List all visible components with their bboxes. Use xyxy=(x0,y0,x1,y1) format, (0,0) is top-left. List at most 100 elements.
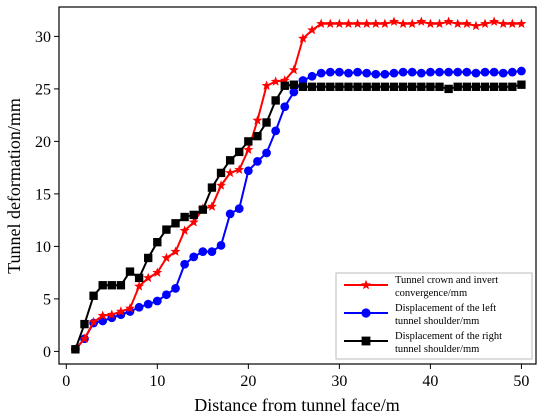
legend-marker xyxy=(361,308,371,318)
x-axis-label: Distance from tunnel face/m xyxy=(194,395,399,415)
data-point xyxy=(225,167,236,178)
data-point xyxy=(498,68,508,78)
data-point xyxy=(289,80,299,89)
data-point xyxy=(326,82,335,91)
data-point xyxy=(425,18,436,29)
data-point xyxy=(170,246,181,256)
x-tick-label: 40 xyxy=(422,373,438,390)
data-point xyxy=(161,252,172,263)
data-point xyxy=(462,82,471,91)
data-point xyxy=(235,147,244,157)
data-point xyxy=(398,67,408,77)
data-point xyxy=(435,82,444,91)
data-point xyxy=(353,67,362,77)
x-tick-label: 50 xyxy=(513,373,529,390)
data-point xyxy=(207,183,217,192)
data-point xyxy=(389,82,399,91)
data-point xyxy=(198,205,208,214)
data-point xyxy=(380,82,390,91)
data-point xyxy=(507,18,518,29)
data-point xyxy=(234,164,245,174)
x-tick-label: 10 xyxy=(149,373,165,390)
data-point xyxy=(125,267,135,276)
data-point xyxy=(115,306,126,316)
data-point xyxy=(252,115,263,125)
data-point xyxy=(153,238,162,247)
y-tick-label: 30 xyxy=(35,29,51,46)
y-tick-label: 0 xyxy=(43,344,51,361)
data-point xyxy=(516,18,527,29)
data-point xyxy=(179,225,190,235)
data-point xyxy=(253,156,262,166)
data-point xyxy=(471,68,481,78)
data-point xyxy=(499,82,508,91)
data-point xyxy=(79,333,90,344)
data-point xyxy=(489,67,499,77)
data-point xyxy=(407,18,418,29)
data-point xyxy=(480,18,490,29)
data-point xyxy=(198,247,208,257)
data-point xyxy=(107,281,116,290)
data-point xyxy=(253,131,262,141)
data-point xyxy=(407,67,417,77)
data-point xyxy=(171,219,180,228)
data-point xyxy=(444,84,453,94)
data-point xyxy=(444,67,453,77)
data-point xyxy=(344,68,353,78)
data-point xyxy=(335,82,344,91)
legend-label: convergence/mm xyxy=(395,288,467,299)
data-point xyxy=(207,247,217,257)
data-point xyxy=(344,82,353,91)
data-point xyxy=(280,102,290,112)
data-point xyxy=(106,309,117,319)
data-point xyxy=(244,137,253,146)
data-point xyxy=(98,281,107,290)
data-point xyxy=(89,291,98,300)
data-point xyxy=(371,69,381,79)
data-point xyxy=(470,20,481,31)
data-point xyxy=(398,82,408,91)
data-point xyxy=(389,16,399,26)
data-point xyxy=(362,68,372,78)
y-tick-label: 5 xyxy=(43,291,51,308)
data-point xyxy=(517,66,526,76)
data-point xyxy=(97,310,108,320)
data-point xyxy=(380,69,390,79)
data-point xyxy=(271,126,281,136)
data-point xyxy=(507,67,517,77)
data-point xyxy=(80,319,89,329)
y-axis: 0 5 10 15 20 25 30 xyxy=(35,29,59,361)
data-point xyxy=(426,82,435,91)
data-point xyxy=(116,281,126,290)
data-point xyxy=(434,18,445,29)
data-point xyxy=(480,67,490,77)
data-point xyxy=(152,296,162,306)
series-layer xyxy=(70,16,527,354)
data-point xyxy=(262,118,271,127)
data-point xyxy=(352,18,363,29)
data-point xyxy=(216,168,226,178)
y-axis-label: Tunnel deformation/mm xyxy=(4,98,24,274)
data-point xyxy=(162,225,171,234)
data-point xyxy=(162,290,171,300)
data-point xyxy=(480,82,490,91)
data-point xyxy=(243,166,253,176)
data-point xyxy=(271,96,280,105)
data-point xyxy=(189,210,198,220)
data-point xyxy=(298,33,308,43)
data-point xyxy=(307,82,317,91)
data-point xyxy=(489,16,500,26)
data-point xyxy=(353,82,362,91)
data-point xyxy=(489,82,499,91)
data-point xyxy=(307,24,318,35)
data-point xyxy=(453,67,463,77)
data-point xyxy=(225,209,235,219)
data-point xyxy=(398,18,409,29)
legend-label: Displacement of the left xyxy=(395,303,496,314)
data-point xyxy=(325,67,335,77)
data-point xyxy=(279,75,290,85)
data-point xyxy=(370,18,381,29)
data-point xyxy=(88,316,99,327)
data-point xyxy=(180,212,189,222)
